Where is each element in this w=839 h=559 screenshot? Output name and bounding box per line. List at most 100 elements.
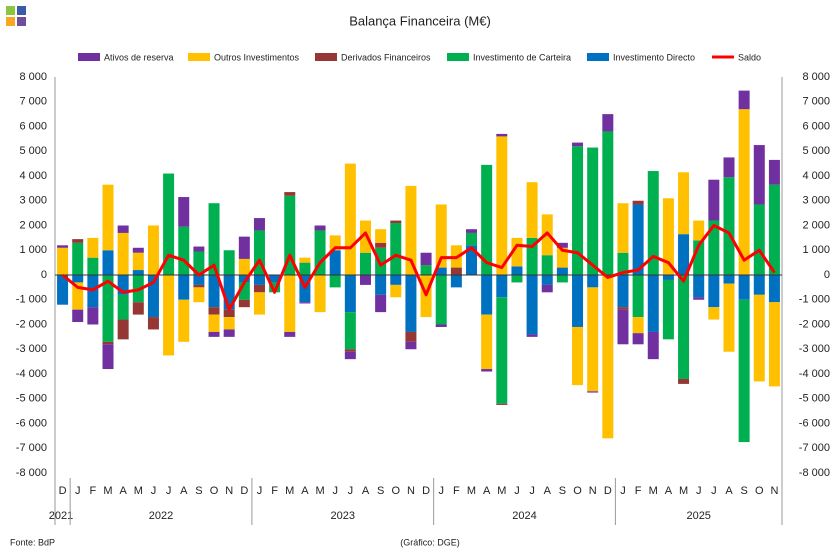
bar [572, 275, 584, 327]
bar [617, 252, 629, 275]
bar [496, 403, 508, 405]
bar [238, 258, 250, 275]
bar [708, 275, 720, 308]
bar [723, 283, 735, 352]
x-tick-label: S [377, 485, 384, 497]
bar [299, 257, 311, 263]
bar [466, 245, 478, 275]
legend-label: Ativos de reserva [104, 52, 174, 62]
bar [511, 275, 523, 283]
bar [208, 307, 220, 315]
saldo-line [61, 224, 776, 312]
x-tick-label: A [483, 485, 491, 497]
bar [375, 275, 387, 295]
bar [147, 317, 159, 330]
bar [572, 326, 584, 386]
bar [496, 136, 508, 275]
y2-tick-label: 1 000 [802, 244, 830, 256]
bar [693, 220, 705, 241]
y-tick-label: -5 000 [16, 393, 47, 405]
bar [238, 275, 250, 283]
y2-tick-label: -3 000 [799, 343, 830, 355]
bar [541, 255, 553, 275]
bar [420, 265, 432, 275]
x-tick-label: J [332, 485, 338, 497]
bar [193, 284, 205, 288]
legend-item: Investimento Directo [587, 52, 695, 62]
bar [72, 239, 84, 243]
bar [87, 307, 99, 325]
bar [102, 250, 114, 275]
year-label: 2024 [512, 510, 536, 522]
bar [390, 284, 402, 298]
y-tick-label: 8 000 [19, 71, 47, 83]
bar [132, 302, 144, 315]
bar [193, 246, 205, 252]
legend-swatch [315, 53, 337, 61]
legend-item: Investimento de Carteira [447, 52, 571, 62]
bar [299, 302, 311, 304]
bar [314, 275, 326, 313]
bar [314, 225, 326, 231]
bar [420, 252, 432, 266]
year-label: 2022 [149, 510, 173, 522]
bar [193, 251, 205, 275]
bar [57, 247, 69, 275]
y-tick-label: 7 000 [19, 96, 47, 108]
bar [329, 250, 341, 275]
x-tick-label: M [315, 485, 324, 497]
y2-tick-label: -8 000 [799, 467, 830, 479]
x-tick-label: S [195, 485, 202, 497]
y-tick-label: 6 000 [19, 120, 47, 132]
x-tick-label: M [649, 485, 658, 497]
bar [632, 204, 644, 275]
bar [193, 275, 205, 285]
bar [753, 275, 765, 295]
bar [435, 275, 447, 325]
y-tick-label: 0 [41, 269, 47, 281]
bar [617, 275, 629, 308]
y-tick-label: 4 000 [19, 170, 47, 182]
bar [87, 257, 99, 275]
bar [405, 185, 417, 275]
bar [102, 344, 114, 370]
bar [284, 192, 296, 196]
bar [587, 147, 599, 275]
bar [344, 349, 356, 352]
bar [178, 275, 190, 300]
bar [768, 184, 780, 275]
bar [329, 235, 341, 251]
legend-label: Investimento de Carteira [473, 52, 571, 62]
x-tick-label: J [348, 485, 354, 497]
x-tick-label: A [725, 485, 733, 497]
bar [481, 164, 493, 275]
x-tick-label: O [210, 485, 219, 497]
bar [223, 317, 235, 330]
bar [375, 247, 387, 275]
bar [223, 250, 235, 275]
bar [147, 275, 159, 318]
bar [632, 317, 644, 334]
bar [284, 195, 296, 275]
bar [314, 230, 326, 275]
bar [253, 284, 265, 293]
bar [72, 242, 84, 275]
y-tick-label: 2 000 [19, 219, 47, 231]
bar [375, 229, 387, 243]
bar [647, 171, 659, 275]
bar [72, 275, 84, 283]
bar [208, 331, 220, 337]
y-tick-label: 5 000 [19, 145, 47, 157]
year-label: 2023 [331, 510, 355, 522]
bar [768, 275, 780, 303]
x-tick-label: J [151, 485, 157, 497]
y-tick-label: -2 000 [16, 318, 47, 330]
bar [117, 225, 129, 233]
bar [768, 302, 780, 387]
bar [238, 236, 250, 259]
bar [132, 252, 144, 271]
legend-label: Outros Investimentos [214, 52, 300, 62]
bar [102, 184, 114, 251]
bar [572, 142, 584, 147]
bar [466, 232, 478, 246]
